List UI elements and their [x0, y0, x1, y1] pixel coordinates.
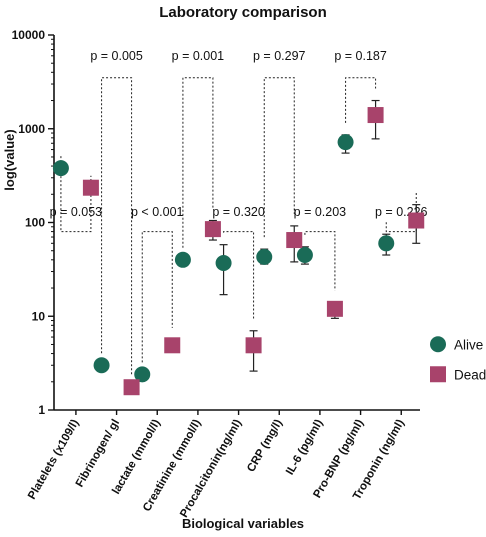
comparison-bracket	[304, 231, 336, 291]
p-value-label: p = 0.187	[334, 49, 387, 63]
y-tick-label: 1000	[18, 122, 45, 136]
comparison-bracket	[345, 77, 377, 123]
y-tick-label: 100	[25, 216, 45, 230]
dead-point	[164, 337, 181, 354]
dead-point	[204, 221, 221, 238]
p-value-label: p = 0.005	[90, 49, 143, 63]
p-value-label: p = 0.001	[172, 49, 225, 63]
x-axis-label: Biological variables	[182, 516, 304, 531]
alive-point	[337, 134, 354, 151]
p-value-label: p = 0.297	[253, 49, 306, 63]
y-tick-label: 10000	[12, 28, 46, 42]
x-tick-label: Fibrinogen/ gl	[74, 418, 122, 490]
p-value-label: p = 0.203	[294, 205, 347, 219]
alive-point	[256, 248, 273, 265]
dead-point	[408, 212, 425, 229]
comparison-bracket	[263, 77, 295, 238]
x-tick-label: Platelets (x109/l)	[26, 417, 82, 501]
comparison-bracket	[60, 156, 92, 233]
alive-point	[215, 254, 232, 271]
dead-point	[82, 179, 99, 196]
legend-label: Alive	[454, 337, 483, 352]
plot-area: 1 10 100 1000 10000 Platelets (x109/l)Fibrino…	[12, 28, 486, 520]
p-value-label: p = 0.053	[50, 205, 103, 219]
comparison-bracket	[141, 231, 173, 363]
alive-point	[134, 366, 151, 383]
p-value-label: p < 0.001	[131, 205, 184, 219]
dead-point	[245, 337, 262, 354]
dead-point	[123, 379, 140, 396]
p-value-label: p = 0.320	[212, 205, 265, 219]
x-tick-label: IL-6 (pg/ml)	[284, 417, 325, 477]
dead-point	[286, 232, 303, 249]
legend-marker-dead	[430, 366, 446, 383]
comparison-bracket	[385, 192, 417, 233]
x-tick-label: CRP (mg/l)	[245, 417, 285, 474]
alive-point	[52, 160, 69, 177]
comparison-bracket	[101, 77, 133, 376]
comparison-bracket	[182, 77, 214, 248]
y-axis-label: log(value)	[2, 129, 17, 190]
legend-label: Dead	[454, 367, 486, 382]
y-tick-label: 10	[32, 309, 46, 323]
alive-point	[174, 251, 191, 268]
dead-point	[367, 107, 384, 124]
y-tick-label: 1	[38, 403, 45, 417]
alive-point	[93, 357, 110, 374]
legend-marker-alive	[430, 336, 446, 353]
alive-point	[296, 247, 313, 264]
chart-title: Laboratory comparison	[159, 4, 327, 21]
alive-point	[378, 235, 395, 252]
dead-point	[326, 300, 343, 317]
comparison-bracket	[223, 231, 255, 319]
